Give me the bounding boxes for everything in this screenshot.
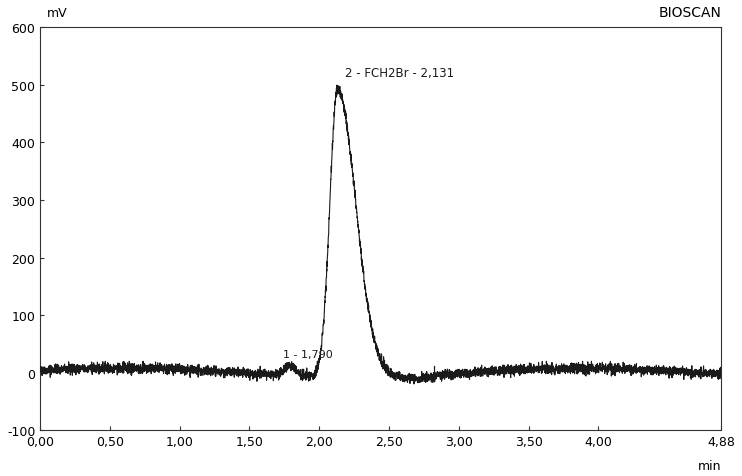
Text: 2 - FCH2Br - 2,131: 2 - FCH2Br - 2,131 bbox=[344, 67, 453, 80]
Text: mV: mV bbox=[47, 7, 68, 20]
Text: 1 - 1,790: 1 - 1,790 bbox=[283, 349, 332, 359]
Text: BIOSCAN: BIOSCAN bbox=[658, 6, 721, 20]
X-axis label: min: min bbox=[697, 458, 721, 472]
